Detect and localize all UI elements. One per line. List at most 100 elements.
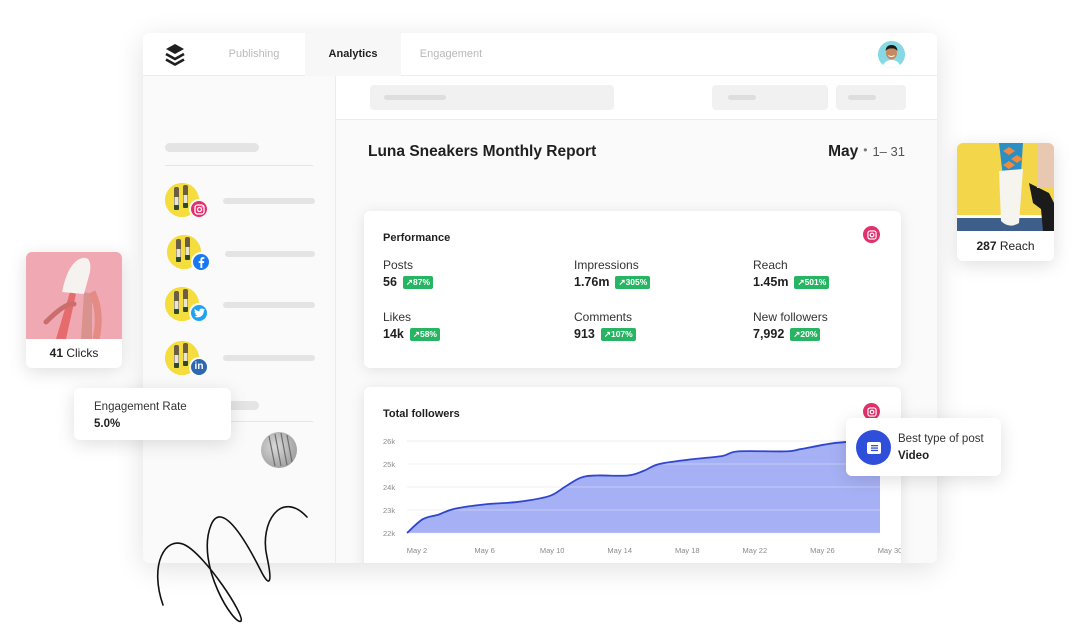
account-name-placeholder [223,355,315,361]
sneaker-photo-icon [957,143,1054,231]
sidebar-heading-placeholder [165,143,259,152]
x-axis-tick-label: May 6 [474,546,494,555]
sneaker-heel-photo [957,143,1054,231]
x-axis-tick-label: May 18 [675,546,700,555]
facebook-icon [191,252,211,272]
date-separator: • [863,143,868,157]
x-axis-tick-label: May 14 [607,546,632,555]
tab-publishing[interactable]: Publishing [228,48,280,60]
x-axis-tick-label: May 10 [540,546,565,555]
metric-change-badge: ↗58% [409,327,440,341]
y-axis-tick-label: 25k [383,460,395,469]
metric-label: Likes [383,310,412,324]
person-avatar-icon [878,41,905,68]
metric-label: New followers [753,310,828,324]
metric-label: Comments [574,310,633,324]
best-post-type-card[interactable]: Best type of post Video [846,418,1001,476]
export-button-placeholder[interactable] [836,85,906,110]
total-followers-title: Total followers [383,408,460,420]
search-field-placeholder[interactable] [370,85,614,110]
account-name-placeholder [223,198,315,204]
x-axis-tick-label: May 22 [743,546,768,555]
followers-area-fill [407,440,880,533]
metric-label: Impressions [574,258,639,272]
metric-change-badge: ↗20% [790,327,821,341]
metric-value: 1.76m [574,275,610,289]
yarn-ball-icon [268,432,293,467]
performance-card: Performance Posts 56 ↗87% Impressions 1.7… [364,211,901,368]
metric-change-badge: ↗305% [615,275,651,289]
metric-posts: Posts 56 ↗87% [383,258,553,289]
tab-analytics[interactable]: Analytics [305,33,401,76]
sidebar-divider [165,165,313,166]
report-day-range: 1– 31 [872,144,905,159]
twitter-icon [189,303,209,323]
metric-change-badge: ↗107% [600,327,636,341]
sidebar-account-instagram[interactable] [165,183,315,223]
x-axis-tick-label: May 30 [878,546,901,555]
analytics-app-window: Publishing Analytics Engagement [143,33,937,563]
instagram-icon [189,199,209,219]
reach-value: 287 [976,239,997,253]
buffer-logo-icon[interactable] [165,43,185,67]
sneaker-account-avatar [167,235,201,269]
document-icon [856,430,891,465]
metric-impressions: Impressions 1.76m ↗305% [574,258,744,289]
report-month: May [828,143,859,160]
metric-value: 56 [383,275,397,289]
clicks-post-card[interactable]: 41 Clicks [26,252,122,368]
clicks-value: 41 [49,346,63,360]
metric-value: 1.45m [753,275,789,289]
sneakers-photo-icon [167,235,201,269]
followers-line [406,439,881,534]
engagement-rate-value: 5.0% [94,418,121,430]
sidebar-account-facebook[interactable] [165,235,315,275]
clicks-label: Clicks [66,346,99,360]
metric-label: Reach [753,258,788,272]
reach-label: Reach [999,239,1035,253]
yarn-ball-decoration [261,432,297,468]
reach-caption: 287 Reach [957,239,1054,253]
y-axis-tick-label: 22k [383,529,395,538]
filter-bar [336,76,937,120]
instagram-icon [863,403,880,420]
account-name-placeholder [225,251,315,257]
x-axis-tick-label: May 2 [407,546,427,555]
linkedin-icon: in [189,357,209,377]
top-navigation: Publishing Analytics Engagement [143,33,937,76]
metric-value: 7,992 [753,327,785,341]
report-main-area: Luna Sneakers Monthly Report May • 1– 31 P… [336,76,937,563]
metric-value: 14k [383,327,404,341]
total-followers-card: Total followers 26k 25k 24k 23k 22k May 2 May … [364,387,901,563]
followers-area-chart: 26k 25k 24k 23k 22k May 2 May 6 May 10 May 14 May… [383,437,901,555]
engagement-rate-card[interactable]: Engagement Rate 5.0% [74,388,231,440]
sidebar: in [143,76,336,563]
best-post-type-value: Video [898,450,930,462]
metric-value: 913 [574,327,595,341]
x-axis-tick-label: May 26 [810,546,835,555]
report-title: Luna Sneakers Monthly Report [368,143,597,160]
user-avatar[interactable] [878,41,905,68]
metric-new-followers: New followers 7,992 ↗20% [753,310,923,341]
tab-engagement[interactable]: Engagement [419,48,483,60]
reach-post-card[interactable]: 287 Reach [957,143,1054,261]
instagram-icon [863,226,880,243]
date-filter-placeholder[interactable] [712,85,828,110]
report-date-range[interactable]: May • 1– 31 [828,143,905,161]
metric-likes: Likes 14k ↗58% [383,310,553,341]
engagement-rate-label: Engagement Rate [94,401,187,413]
metric-change-badge: ↗501% [794,275,830,289]
clicks-caption: 41 Clicks [26,346,122,360]
y-axis-tick-label: 26k [383,437,395,446]
sidebar-account-linkedin[interactable]: in [165,341,315,381]
performance-title: Performance [383,232,451,244]
best-post-type-label: Best type of post [898,433,984,445]
metric-label: Posts [383,258,414,272]
sidebar-account-twitter[interactable] [165,287,315,327]
sneaker-hands-photo [26,252,122,339]
account-name-placeholder [223,302,315,308]
metric-change-badge: ↗87% [402,275,434,289]
metric-comments: Comments 913 ↗107% [574,310,744,341]
y-axis-tick-label: 24k [383,483,395,492]
